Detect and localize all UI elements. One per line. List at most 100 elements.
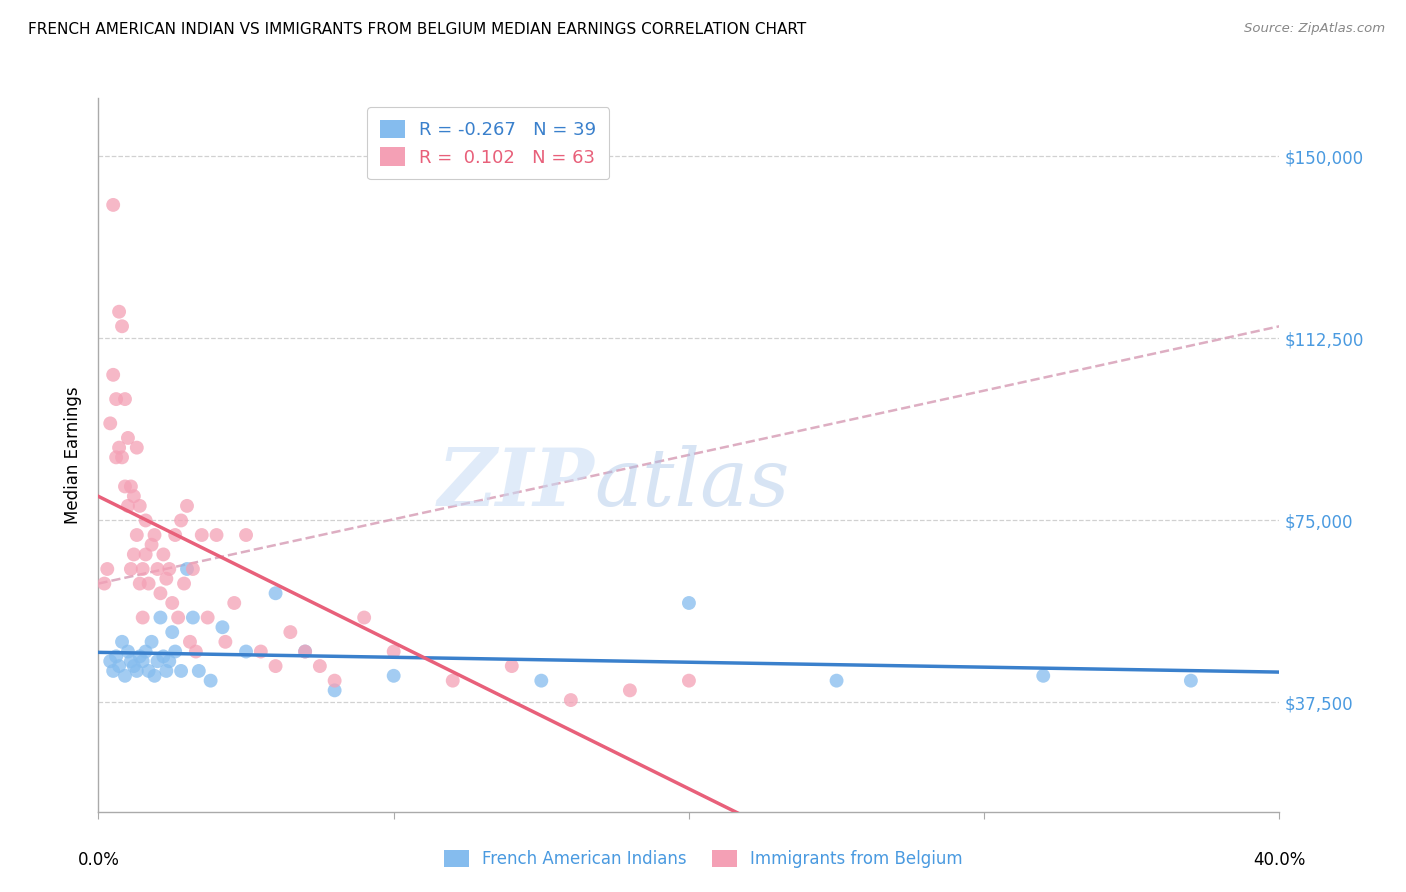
Point <box>165 528 187 542</box>
Point <box>173 576 195 591</box>
Point <box>157 654 180 668</box>
Point <box>155 572 177 586</box>
Legend: French American Indians, Immigrants from Belgium: French American Indians, Immigrants from… <box>437 843 969 875</box>
Point <box>176 562 198 576</box>
Point <box>1032 669 1054 683</box>
Point <box>125 441 148 455</box>
Point <box>132 610 155 624</box>
Point <box>309 659 332 673</box>
Point <box>122 548 145 562</box>
Point <box>323 683 346 698</box>
Point <box>108 659 131 673</box>
Point <box>825 673 848 688</box>
Point <box>105 450 128 465</box>
Point <box>105 649 128 664</box>
Point <box>162 625 183 640</box>
Point <box>170 664 193 678</box>
Point <box>143 669 166 683</box>
Point <box>170 513 193 527</box>
Point <box>125 664 148 678</box>
Point <box>530 673 553 688</box>
Point <box>560 693 582 707</box>
Point <box>120 479 142 493</box>
Point <box>179 635 201 649</box>
Point <box>214 635 236 649</box>
Point <box>135 644 157 658</box>
Point <box>323 673 346 688</box>
Point <box>120 654 142 668</box>
Point <box>138 576 160 591</box>
Point <box>114 669 136 683</box>
Y-axis label: Median Earnings: Median Earnings <box>65 386 83 524</box>
Point <box>98 417 121 431</box>
Point <box>619 683 641 698</box>
Point <box>250 644 273 658</box>
Point <box>149 610 172 624</box>
Point <box>165 644 187 658</box>
Point <box>111 450 134 465</box>
Point <box>138 664 160 678</box>
Point <box>108 441 131 455</box>
Point <box>117 499 139 513</box>
Point <box>122 659 145 673</box>
Point <box>135 548 157 562</box>
Point <box>678 596 700 610</box>
Text: ZIP: ZIP <box>437 445 595 522</box>
Point <box>105 392 128 406</box>
Point <box>120 562 142 576</box>
Point <box>132 562 155 576</box>
Point <box>122 489 145 503</box>
Point <box>128 649 150 664</box>
Point <box>157 562 180 576</box>
Point <box>146 654 169 668</box>
Point <box>103 198 125 212</box>
Point <box>382 644 405 658</box>
Point <box>146 562 169 576</box>
Point <box>143 528 166 542</box>
Text: Source: ZipAtlas.com: Source: ZipAtlas.com <box>1244 22 1385 36</box>
Point <box>98 654 121 668</box>
Point <box>294 644 316 658</box>
Point <box>96 562 118 576</box>
Point <box>117 431 139 445</box>
Point <box>141 538 163 552</box>
Point <box>162 596 183 610</box>
Point <box>128 576 150 591</box>
Point <box>184 644 207 658</box>
Text: atlas: atlas <box>595 445 790 522</box>
Point <box>108 304 131 318</box>
Point <box>294 644 316 658</box>
Point <box>235 644 257 658</box>
Point <box>128 499 150 513</box>
Point <box>211 620 233 634</box>
Point <box>1180 673 1202 688</box>
Point <box>152 548 174 562</box>
Point <box>278 625 302 640</box>
Point <box>125 528 148 542</box>
Point <box>678 673 700 688</box>
Point <box>149 586 172 600</box>
Point <box>382 669 405 683</box>
Point <box>176 499 198 513</box>
Point <box>114 392 136 406</box>
Point <box>111 319 134 334</box>
Text: 40.0%: 40.0% <box>1253 851 1306 869</box>
Point <box>224 596 246 610</box>
Point <box>235 528 257 542</box>
Point <box>264 586 287 600</box>
Point <box>181 562 204 576</box>
Point <box>135 513 157 527</box>
Point <box>205 528 228 542</box>
Point <box>501 659 523 673</box>
Point <box>197 610 219 624</box>
Text: FRENCH AMERICAN INDIAN VS IMMIGRANTS FROM BELGIUM MEDIAN EARNINGS CORRELATION CH: FRENCH AMERICAN INDIAN VS IMMIGRANTS FRO… <box>28 22 807 37</box>
Point <box>191 528 214 542</box>
Point <box>114 479 136 493</box>
Point <box>187 664 209 678</box>
Point <box>155 664 177 678</box>
Point <box>181 610 204 624</box>
Point <box>200 673 222 688</box>
Point <box>441 673 464 688</box>
Point <box>103 664 125 678</box>
Point <box>132 654 155 668</box>
